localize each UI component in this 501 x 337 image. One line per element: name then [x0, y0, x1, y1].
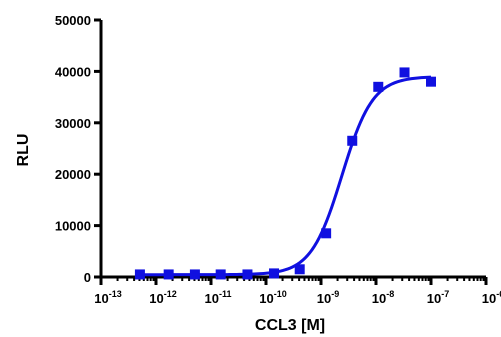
- data-point: [189, 269, 200, 280]
- x-tick-label-base: 10: [259, 291, 273, 306]
- x-tick-label-base: 10: [205, 291, 219, 306]
- y-tick-label: 0: [84, 270, 91, 285]
- x-tick-label: 10-11: [205, 289, 232, 306]
- data-point: [134, 269, 145, 280]
- x-tick-label-base: 10: [149, 291, 163, 306]
- x-tick-label-base: 10: [372, 291, 386, 306]
- x-tick-label-exponent: -7: [441, 289, 449, 299]
- x-tick-label-exponent: -9: [331, 289, 339, 299]
- x-tick-label-exponent: -6: [496, 289, 501, 299]
- x-tick-label-base: 10: [482, 291, 496, 306]
- x-axis-label: CCL3 [M]: [255, 317, 325, 334]
- y-tick-label: 10000: [55, 219, 91, 234]
- x-tick-label: 10-6: [482, 289, 501, 306]
- x-tick-label: 10-9: [317, 289, 339, 306]
- y-ticks: 0 10000 20000 30000 40000 50000: [55, 13, 101, 285]
- data-point: [294, 264, 305, 275]
- data-point: [321, 228, 332, 239]
- y-tick-label: 20000: [55, 167, 91, 182]
- y-tick-label: 30000: [55, 116, 91, 131]
- x-tick-label-base: 10: [427, 291, 441, 306]
- y-tick-label: 40000: [55, 64, 91, 79]
- data-point: [426, 76, 436, 87]
- axes: [99, 20, 486, 279]
- fit-curve: [139, 75, 432, 277]
- x-tick-label: 10-10: [259, 289, 286, 306]
- y-tick-label: 50000: [55, 13, 91, 28]
- x-tick-label: 10-13: [94, 289, 121, 306]
- x-tick-label: 10-12: [149, 289, 176, 306]
- x-tick-label-exponent: -11: [219, 289, 232, 299]
- data-point: [373, 81, 384, 92]
- x-tick-label-exponent: -13: [109, 289, 122, 299]
- x-tick-label-base: 10: [317, 291, 331, 306]
- data-point: [347, 135, 358, 146]
- data-point: [269, 268, 280, 279]
- data-point: [242, 269, 253, 280]
- x-tick-label: 10-8: [372, 289, 394, 306]
- x-tick-label: 10-7: [427, 289, 449, 306]
- x-tick-label-base: 10: [94, 291, 108, 306]
- y-axis-label: RLU: [15, 134, 32, 167]
- data-point: [215, 269, 226, 280]
- data-markers: [134, 67, 436, 280]
- x-tick-label-exponent: -8: [386, 289, 394, 299]
- x-tick-label-exponent: -10: [274, 289, 287, 299]
- x-tick-label-exponent: -12: [164, 289, 177, 299]
- data-point: [163, 269, 174, 280]
- data-point: [399, 67, 410, 78]
